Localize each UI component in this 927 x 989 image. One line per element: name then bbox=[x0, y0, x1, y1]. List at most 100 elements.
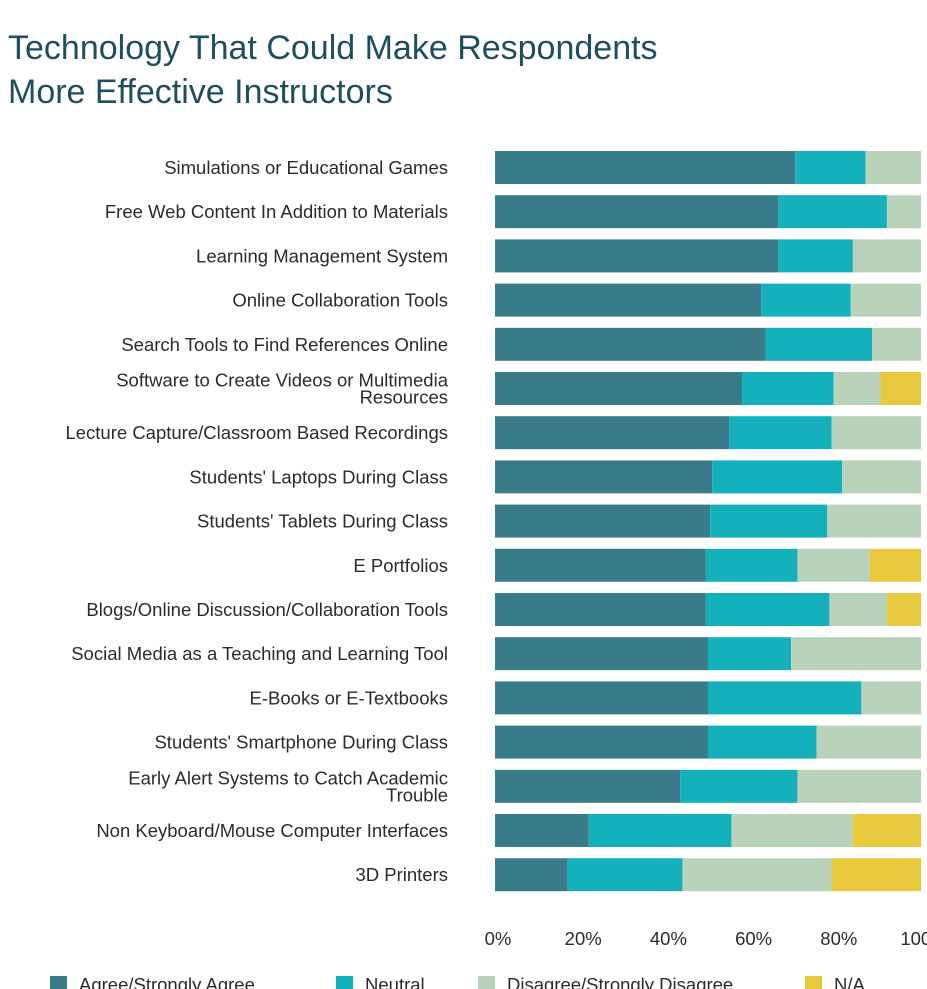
bar-segment-3-row-17 bbox=[682, 858, 832, 892]
category-label-line: Students' Smartphone During Class bbox=[154, 732, 448, 753]
legend-swatch-3 bbox=[478, 976, 495, 989]
category-label-line: Resources bbox=[360, 387, 448, 408]
bar-segment-3-row-14 bbox=[816, 725, 921, 759]
legend-swatch-1 bbox=[50, 976, 67, 989]
category-label-12: Social Media as a Teaching and Learning … bbox=[71, 643, 448, 664]
category-label-line: E Portfolios bbox=[353, 555, 448, 576]
category-label-line: Learning Management System bbox=[196, 245, 448, 266]
bar-segment-1-row-12 bbox=[495, 637, 708, 671]
category-label-16: Non Keyboard/Mouse Computer Interfaces bbox=[96, 820, 448, 841]
bar-segment-4-row-10 bbox=[869, 548, 921, 582]
category-label-line: Online Collaboration Tools bbox=[232, 290, 448, 311]
category-label-14: Students' Smartphone During Class bbox=[154, 732, 448, 753]
category-label-line: Blogs/Online Discussion/Collaboration To… bbox=[86, 599, 448, 620]
bar-segment-2-row-6 bbox=[742, 372, 834, 405]
category-label-2: Free Web Content In Addition to Material… bbox=[105, 201, 448, 222]
legend-label-4: N/A bbox=[834, 974, 866, 989]
category-label-line: 3D Printers bbox=[355, 864, 448, 885]
bar-segment-3-row-6 bbox=[833, 372, 881, 405]
x-axis-ticks-group: 0% 20% 40% 60% 80% 100% bbox=[485, 928, 927, 949]
bar-segment-3-row-12 bbox=[791, 637, 921, 671]
x-tick-label-6: 100% bbox=[900, 928, 927, 949]
category-label-line: Students' Tablets During Class bbox=[197, 511, 448, 532]
bar-segment-1-row-1 bbox=[495, 151, 796, 184]
bar-segment-3-row-7 bbox=[831, 416, 921, 450]
category-label-line: E-Books or E-Textbooks bbox=[250, 687, 448, 708]
chart-title-line-2: More Effective Instructors bbox=[8, 73, 393, 111]
bar-segment-1-row-3 bbox=[495, 239, 779, 273]
category-label-4: Online Collaboration Tools bbox=[232, 290, 448, 311]
bar-segment-2-row-14 bbox=[708, 725, 817, 759]
category-labels-group: Simulations or Educational Games Free Web… bbox=[65, 157, 448, 885]
bar-segment-2-row-5 bbox=[765, 327, 873, 361]
bar-segment-2-row-2 bbox=[778, 195, 887, 229]
bar-segment-1-row-13 bbox=[495, 681, 708, 715]
legend-swatch-2 bbox=[336, 976, 353, 989]
chart-title-line-1: Technology That Could Make Respondents bbox=[8, 29, 658, 67]
bar-segment-1-row-11 bbox=[495, 593, 706, 626]
bar-segment-2-row-1 bbox=[795, 151, 866, 184]
chart-title: Technology That Could Make Respondents M… bbox=[8, 26, 908, 114]
category-label-line: Trouble bbox=[386, 784, 448, 805]
category-label-5: Search Tools to Find References Online bbox=[121, 334, 448, 355]
x-tick-label-5: 80% bbox=[820, 928, 857, 949]
bar-segment-2-row-9 bbox=[710, 504, 828, 538]
bar-segment-3-row-2 bbox=[886, 195, 921, 229]
bar-segment-4-row-16 bbox=[852, 814, 921, 847]
bar-segment-2-row-13 bbox=[708, 681, 862, 715]
category-label-line: Early Alert Systems to Catch Academic bbox=[128, 767, 448, 788]
category-label-11: Blogs/Online Discussion/Collaboration To… bbox=[86, 599, 448, 620]
bar-segment-1-row-16 bbox=[495, 814, 589, 847]
x-tick-label-4: 60% bbox=[735, 928, 772, 949]
bar-segment-1-row-17 bbox=[495, 858, 568, 892]
category-label-3: Learning Management System bbox=[196, 245, 448, 266]
category-label-17: 3D Printers bbox=[355, 864, 448, 885]
category-label-line: Software to Create Videos or Multimedia bbox=[116, 370, 449, 391]
bar-segment-1-row-9 bbox=[495, 504, 711, 538]
category-label-line: Non Keyboard/Mouse Computer Interfaces bbox=[96, 820, 448, 841]
bar-segment-4-row-11 bbox=[886, 593, 921, 626]
bar-segment-1-row-15 bbox=[495, 769, 681, 803]
bar-segment-1-row-10 bbox=[495, 548, 706, 582]
bar-segment-2-row-8 bbox=[712, 460, 843, 494]
category-label-7: Lecture Capture/Classroom Based Recordin… bbox=[65, 422, 448, 443]
bar-segment-3-row-15 bbox=[797, 769, 921, 803]
bar-segment-2-row-12 bbox=[708, 637, 792, 671]
bar-segment-1-row-2 bbox=[495, 195, 779, 229]
legend-label-2: Neutral bbox=[365, 974, 425, 989]
bar-segment-2-row-4 bbox=[761, 283, 851, 317]
category-label-line: Students' Laptops During Class bbox=[189, 466, 448, 487]
bar-segment-1-row-8 bbox=[495, 460, 713, 494]
category-label-1: Simulations or Educational Games bbox=[164, 157, 448, 178]
category-label-line: Lecture Capture/Classroom Based Recordin… bbox=[65, 422, 448, 443]
x-tick-label-2: 20% bbox=[565, 928, 602, 949]
bar-segment-3-row-5 bbox=[872, 327, 921, 361]
category-label-line: Simulations or Educational Games bbox=[164, 157, 448, 178]
category-label-15: Early Alert Systems to Catch Academic Tro… bbox=[128, 767, 448, 805]
category-label-line: Search Tools to Find References Online bbox=[121, 334, 448, 355]
bar-segment-1-row-14 bbox=[495, 725, 708, 759]
bar-segment-1-row-5 bbox=[495, 327, 766, 361]
legend: Agree/Strongly Agree Neutral Disagree/Stro… bbox=[50, 974, 866, 989]
category-label-line: Social Media as a Teaching and Learning … bbox=[71, 643, 448, 664]
bar-segment-3-row-8 bbox=[842, 460, 921, 494]
legend-label-3: Disagree/Strongly Disagree bbox=[507, 974, 733, 989]
bar-segment-3-row-9 bbox=[827, 504, 921, 538]
bar-segment-4-row-6 bbox=[880, 372, 921, 405]
bars-group bbox=[495, 151, 921, 892]
x-tick-label-3: 40% bbox=[650, 928, 687, 949]
category-label-line: Free Web Content In Addition to Material… bbox=[105, 201, 448, 222]
bar-segment-1-row-6 bbox=[495, 372, 743, 405]
category-label-10: E Portfolios bbox=[353, 555, 448, 576]
bar-segment-3-row-16 bbox=[731, 814, 853, 847]
bar-segment-2-row-10 bbox=[705, 548, 798, 582]
category-label-9: Students' Tablets During Class bbox=[197, 511, 448, 532]
bar-segment-2-row-16 bbox=[588, 814, 732, 847]
bar-segment-3-row-11 bbox=[829, 593, 887, 626]
bar-segment-3-row-13 bbox=[861, 681, 921, 715]
bar-segment-4-row-17 bbox=[831, 858, 921, 892]
bar-segment-2-row-7 bbox=[729, 416, 832, 450]
legend-label-1: Agree/Strongly Agree bbox=[79, 974, 255, 989]
bar-segment-3-row-4 bbox=[850, 283, 921, 317]
